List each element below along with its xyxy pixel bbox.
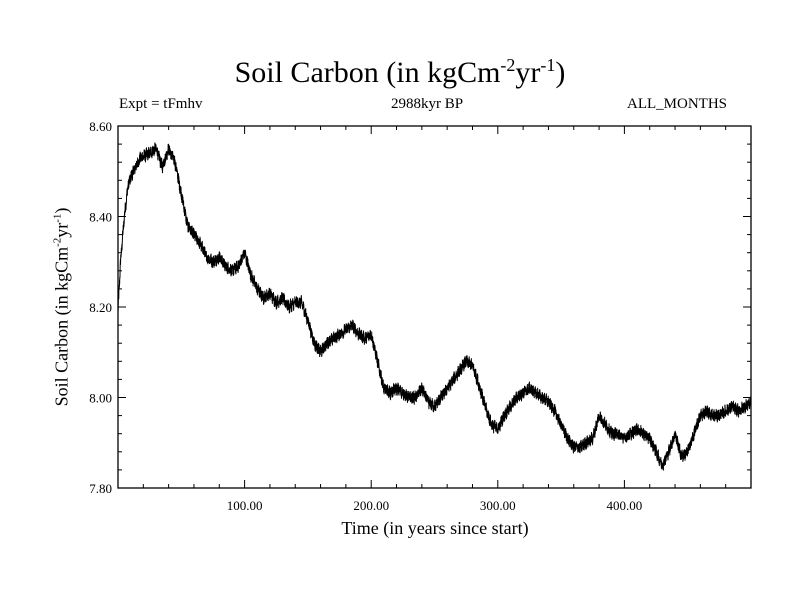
y-tick-label: 7.80 [89,481,112,496]
period-label: 2988kyr BP [391,96,464,112]
y-tick-label: 8.20 [89,300,112,315]
y-tick-label: 8.00 [89,391,112,406]
experiment-label: Expt = tFmhv [119,96,203,112]
ticks-layer: 100.00 200.00 300.00 400.00 7.80 8.00 8.20 8.40… [89,119,751,513]
y-axis-label: Soil Carbon (in kgCm-2yr-1) [51,207,72,407]
plot-frame [117,125,752,489]
months-label: ALL_MONTHS [627,96,727,112]
series-layer [117,142,752,471]
x-tick-label: 100.00 [227,498,263,513]
x-tick-label: 300.00 [480,498,516,513]
x-tick-label: 400.00 [607,498,643,513]
y-tick-label: 8.40 [89,210,112,225]
chart-title: Soil Carbon (in kgCm-2yr-1) [234,55,566,89]
x-axis-label: Time (in years since start) [341,518,529,538]
y-tick-label: 8.60 [89,119,112,134]
series-line-soil-carbon [117,142,752,471]
x-tick-label: 200.00 [353,498,389,513]
